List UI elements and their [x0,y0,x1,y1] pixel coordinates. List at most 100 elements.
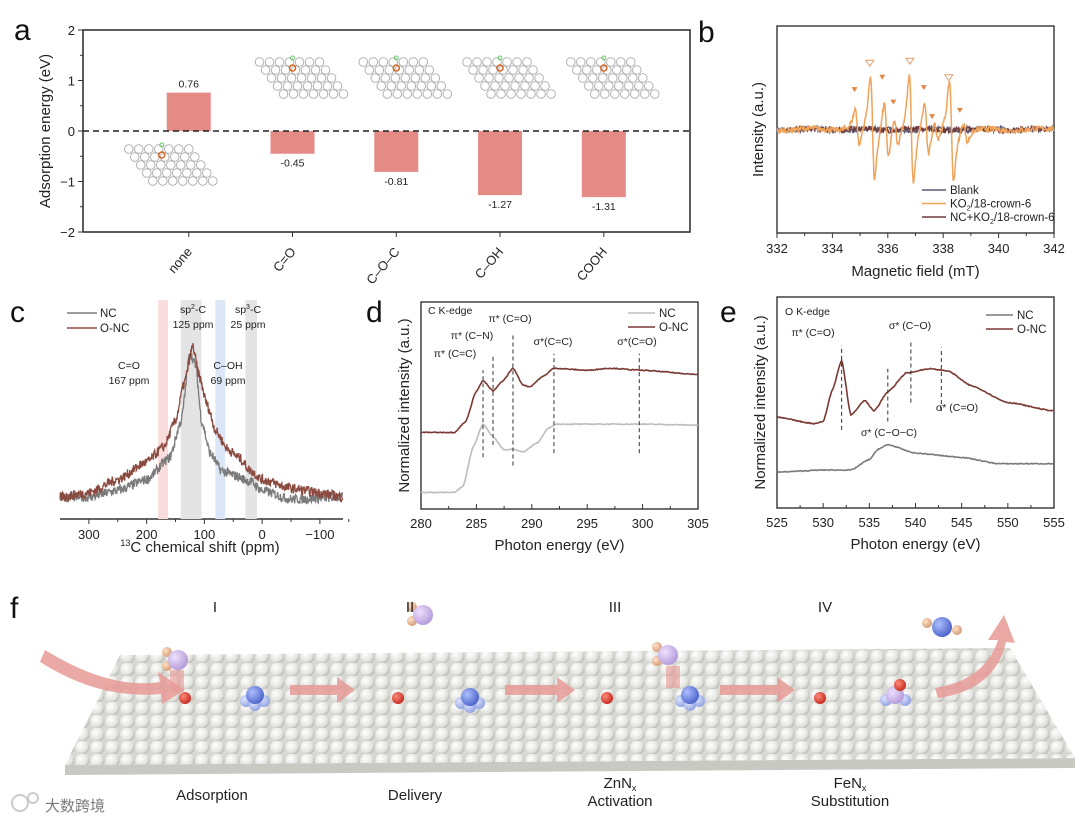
text-part: 2 [191,304,195,311]
y-tick-label: 2 [68,23,75,38]
text-part: Blank [950,185,979,197]
legend-entry: NC [1017,310,1034,322]
peak-annotation: π* (C=O) [488,313,531,325]
bond-highlight [666,666,680,688]
step-arrow [720,677,795,703]
released-molecule-icon [932,617,952,637]
metal-center-icon [681,686,699,704]
step-numeral: I [213,599,217,616]
edge-title: O K-edge [785,306,830,318]
step-label-line2: Activation [587,793,652,810]
watermark-logo-icon [11,794,29,812]
x-tick-label: 550 [997,515,1019,530]
step-label-line2: Substitution [811,793,889,810]
ligand-atom-icon [922,618,932,628]
band-value: 167 ppm [109,375,150,387]
step-arrow [505,677,575,703]
chemical-shift-band [245,300,257,519]
legend-entry: NC [100,308,117,320]
metal-center-icon [246,686,264,704]
bar-1 [270,131,315,154]
watermark: 大数跨境 [11,792,105,815]
ligand-atom-icon [952,625,962,635]
filled-triangle-marker [956,107,963,113]
x-tick-label: 100 [194,527,216,542]
peak-annotation: σ*(C=O) [617,336,656,348]
peak-annotation: σ* (C−O) [889,320,931,332]
panel-letter-f: f [10,592,19,625]
series-nc [776,443,1054,474]
panel-a-bar-chart [78,29,691,237]
y-tick-label: −1 [60,175,75,190]
bar-value-label: 0.76 [179,79,200,91]
text-part: sp [180,304,191,316]
panel-letter-a: a [14,14,31,47]
x-tick-label: 0 [259,527,266,542]
step-numeral: III [609,599,622,616]
oxygen-atom-icon [392,692,404,704]
legend-entry: O-NC [659,322,688,334]
x-tick-label: 280 [410,516,432,531]
open-triangle-marker [943,74,954,82]
bar-2 [374,131,419,172]
ligand-atom-icon [652,642,662,652]
ligand-atom-icon [407,602,417,612]
legend-entry: NC+KO2/18-crown-6 [950,212,1055,226]
bar-3 [478,131,523,196]
step-label: Adsorption [176,787,248,804]
y-tick-label: −2 [60,225,75,240]
text-part: Delivery [388,787,443,804]
band-value: 25 ppm [230,319,265,331]
watermark-logo-icon [27,792,39,804]
x-tick-label: 300 [632,516,654,531]
graphene-structure-icon [124,142,218,186]
graphene-structure-icon [254,55,349,99]
metal-center-icon [461,688,479,706]
text-part: 3 [246,304,250,311]
band-label: sp3-C [235,304,261,316]
slab-edge [65,758,1075,775]
text-part: x [862,783,867,793]
x-tick-label: 340 [988,241,1010,256]
x-axis-label: Magnetic field (mT) [851,263,979,280]
panel-c-axes [59,300,350,524]
x-axis-label: 13C chemical shift (ppm) [120,538,279,556]
x-tick-label: −100 [305,527,334,542]
graphene-structure-icon [462,55,556,99]
chemical-shift-band [180,300,202,519]
text-part: 13 [120,538,130,548]
panel-letter-d: d [366,296,383,329]
oxygen-atom-icon [814,692,826,704]
y-axis-label: Normalized intensity (a.u.) [752,315,769,489]
text-part: sp [235,304,246,316]
x-tick-label: 305 [687,516,709,531]
bar-value-label: -1.27 [488,199,512,211]
legend-entry: NC [659,308,676,320]
x-tick-label: 300 [78,527,100,542]
graphene-structure-icon [358,55,453,99]
panel-d-axes [420,301,699,510]
panel-letter-c: c [10,296,25,329]
open-triangle-marker [905,57,915,66]
zinc-complex-icon [168,650,188,670]
edge-title: C K-edge [428,305,473,317]
y-axis-label: Intensity (a.u.) [750,82,767,177]
ligand-atom-icon [162,647,172,657]
step-numeral: II [406,599,414,616]
text-part: 2 [967,206,971,213]
series-o-nc [420,367,699,434]
y-axis-label: Normalized intensity (a.u.) [396,318,413,492]
panel-f-mechanism-scheme [40,602,1075,775]
legend-entry: O-NC [1017,324,1046,336]
panel-letter-b: b [698,16,715,49]
peak-annotation: π* (C=O) [791,327,834,339]
step-numeral: IV [818,599,832,616]
graphene-slab [65,648,1075,765]
x-tick-label: 336 [877,241,899,256]
series-nc [420,422,699,494]
graphene-structure-icon [566,55,660,99]
band-label: C=O [118,360,140,372]
y-tick-label: 1 [68,74,75,89]
panel-letter-e: e [720,296,737,329]
